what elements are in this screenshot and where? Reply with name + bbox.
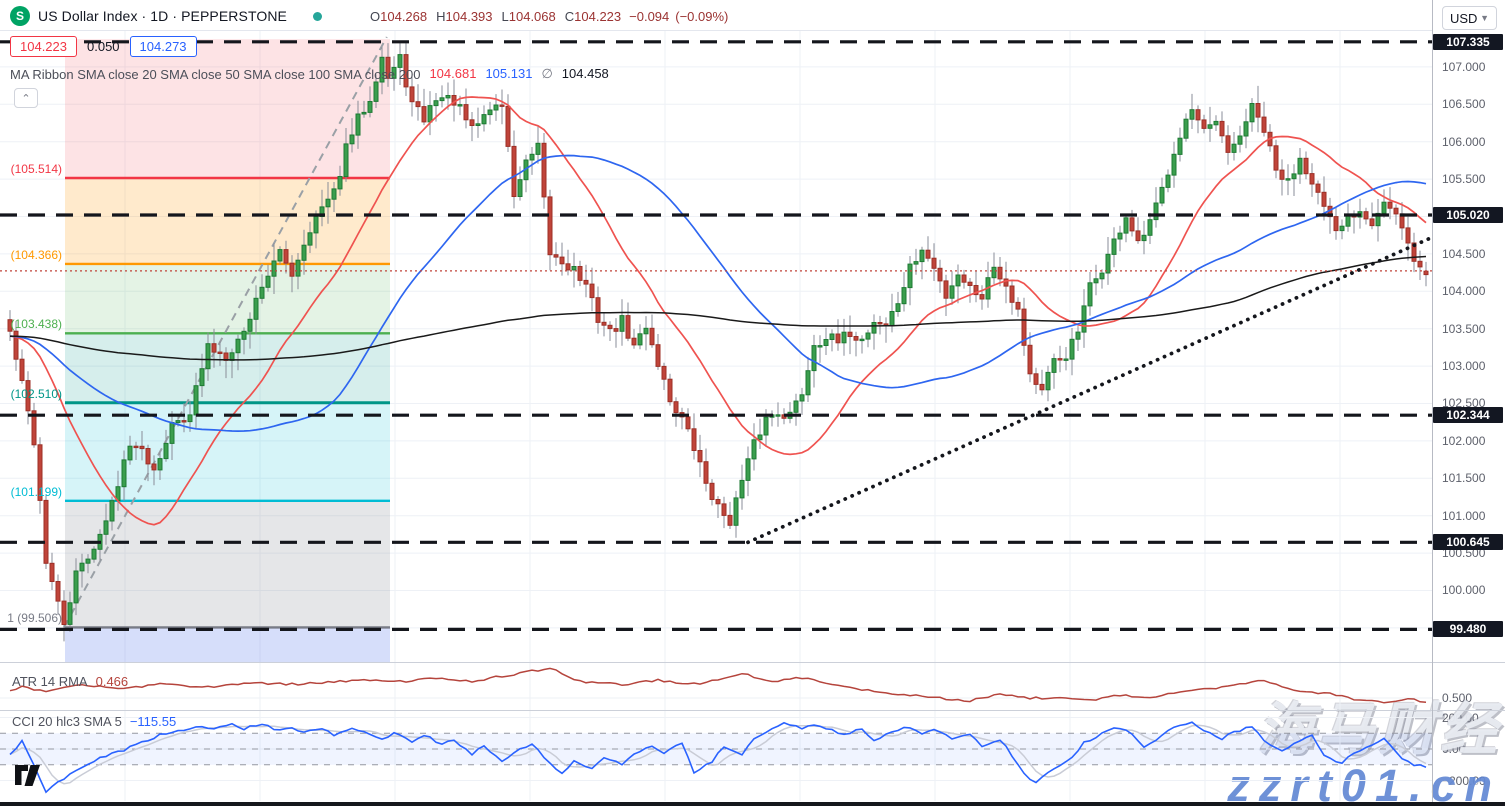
sma-line-200 <box>9 255 1427 361</box>
ma-ribbon-values: 104.681 105.131 ∅ 104.458 <box>429 66 617 82</box>
price-axis-tick: 102.000 <box>1442 433 1486 448</box>
ask-button[interactable]: 104.273 <box>129 36 197 57</box>
ohlc-value: C104.223 <box>564 8 622 24</box>
market-status-icon[interactable] <box>313 11 322 21</box>
price-axis-tick: 104.500 <box>1442 246 1486 261</box>
ma-value: 105.131 <box>485 66 533 81</box>
cci-line <box>9 721 1427 794</box>
price-axis-tick: 103.500 <box>1442 321 1486 336</box>
change-values: −0.094 (−0.09%) <box>629 9 728 24</box>
price-axis-tick: 106.500 <box>1442 97 1486 112</box>
price-level-label: 102.344 <box>1433 407 1503 424</box>
price-axis-tick: 107.000 <box>1442 59 1486 74</box>
ma-value: 104.458 <box>561 66 609 81</box>
price-axis-tick: 104.000 <box>1442 284 1486 299</box>
ma-value: ∅ <box>541 66 553 81</box>
ma-ribbon-title[interactable]: MA Ribbon SMA close 20 SMA close 50 SMA … <box>10 66 421 82</box>
fib-level-label: (102.510) <box>10 386 62 401</box>
price-axis-tick: 100.000 <box>1442 583 1486 598</box>
fib-level-label: (104.366) <box>10 247 62 262</box>
sma-line-50 <box>9 154 1427 432</box>
cci-indicator-title[interactable]: CCI 20 hlc3 SMA 5 <box>12 714 122 729</box>
fib-retracement[interactable] <box>63 36 390 662</box>
cci-indicator-row: CCI 20 hlc3 SMA 5 −115.55 <box>12 714 176 729</box>
ohlc-value: O104.268 <box>370 8 428 24</box>
change-value: −0.094 <box>629 8 670 24</box>
price-level-label: 99.480 <box>1433 621 1503 638</box>
fib-level-label: 1 (99.506) <box>7 611 62 626</box>
atr-indicator-row: ATR 14 RMA 0.466 <box>12 674 128 689</box>
ohlc-values: O104.268 H104.393 L104.068 C104.223 <box>370 9 621 24</box>
ohlc-value: L104.068 <box>501 8 556 24</box>
cci-axis-tick: −200.00 <box>1442 773 1486 788</box>
ohlc-value: H104.393 <box>436 8 493 24</box>
time-axis-bar[interactable] <box>0 802 1505 806</box>
cci-pane <box>0 721 1432 794</box>
spread-value: 0.050 <box>87 39 120 54</box>
price-level-label: 107.335 <box>1433 33 1503 50</box>
price-axis-tick: 102.500 <box>1442 396 1486 411</box>
atr-axis-tick: 0.500 <box>1442 691 1473 705</box>
price-axis[interactable]: USD ▼ 107.000 106.500 106.000 105.500 104.50… <box>1432 0 1505 806</box>
price-level-label: 100.645 <box>1433 534 1503 551</box>
ma-ribbon-row: MA Ribbon SMA close 20 SMA close 50 SMA … <box>10 66 618 82</box>
sma-line-20 <box>9 96 1427 526</box>
ma-ribbon-lines <box>9 96 1427 526</box>
symbol-title[interactable]: US Dollar Index · 1D · PEPPERSTONE <box>38 8 287 24</box>
tradingview-logo[interactable] <box>14 764 46 787</box>
cci-axis-tick: 0.00 <box>1442 742 1466 756</box>
atr-line <box>9 667 1427 704</box>
currency-selector-button[interactable]: USD ▼ <box>1442 6 1497 30</box>
chevron-down-icon: ▼ <box>1480 13 1489 23</box>
dotted-trendline[interactable] <box>746 235 1434 545</box>
price-axis-tick: 101.500 <box>1442 471 1486 486</box>
bid-button[interactable]: 104.223 <box>10 36 77 57</box>
cci-axis-tick: 200.00 <box>1442 710 1479 725</box>
atr-indicator-title[interactable]: ATR 14 RMA <box>12 674 88 689</box>
symbol-header: S US Dollar Index · 1D · PEPPERSTONE O10… <box>10 5 728 27</box>
price-axis-tick: 106.000 <box>1442 134 1486 149</box>
fib-level-label: (103.438) <box>10 317 62 332</box>
quote-row: 104.223 0.050 104.273 <box>10 36 197 57</box>
fib-level-label: (101.199) <box>10 484 62 499</box>
price-level-label: 105.020 <box>1433 207 1503 223</box>
price-axis-tick: 105.500 <box>1442 172 1486 187</box>
atr-pane <box>9 667 1427 704</box>
collapse-indicators-button[interactable]: ⌃ <box>14 88 38 108</box>
broker-logo[interactable]: S <box>10 6 30 26</box>
cci-sma-line <box>9 724 1427 785</box>
fib-level-label: (105.514) <box>10 162 62 177</box>
currency-label: USD <box>1450 10 1478 26</box>
price-axis-tick: 103.000 <box>1442 359 1486 374</box>
price-axis-tick: 101.000 <box>1442 508 1486 523</box>
cci-indicator-value: −115.55 <box>129 714 177 729</box>
atr-indicator-value: 0.466 <box>95 674 129 689</box>
change-percent: (−0.09%) <box>675 8 729 24</box>
ma-value: 104.681 <box>429 66 477 81</box>
